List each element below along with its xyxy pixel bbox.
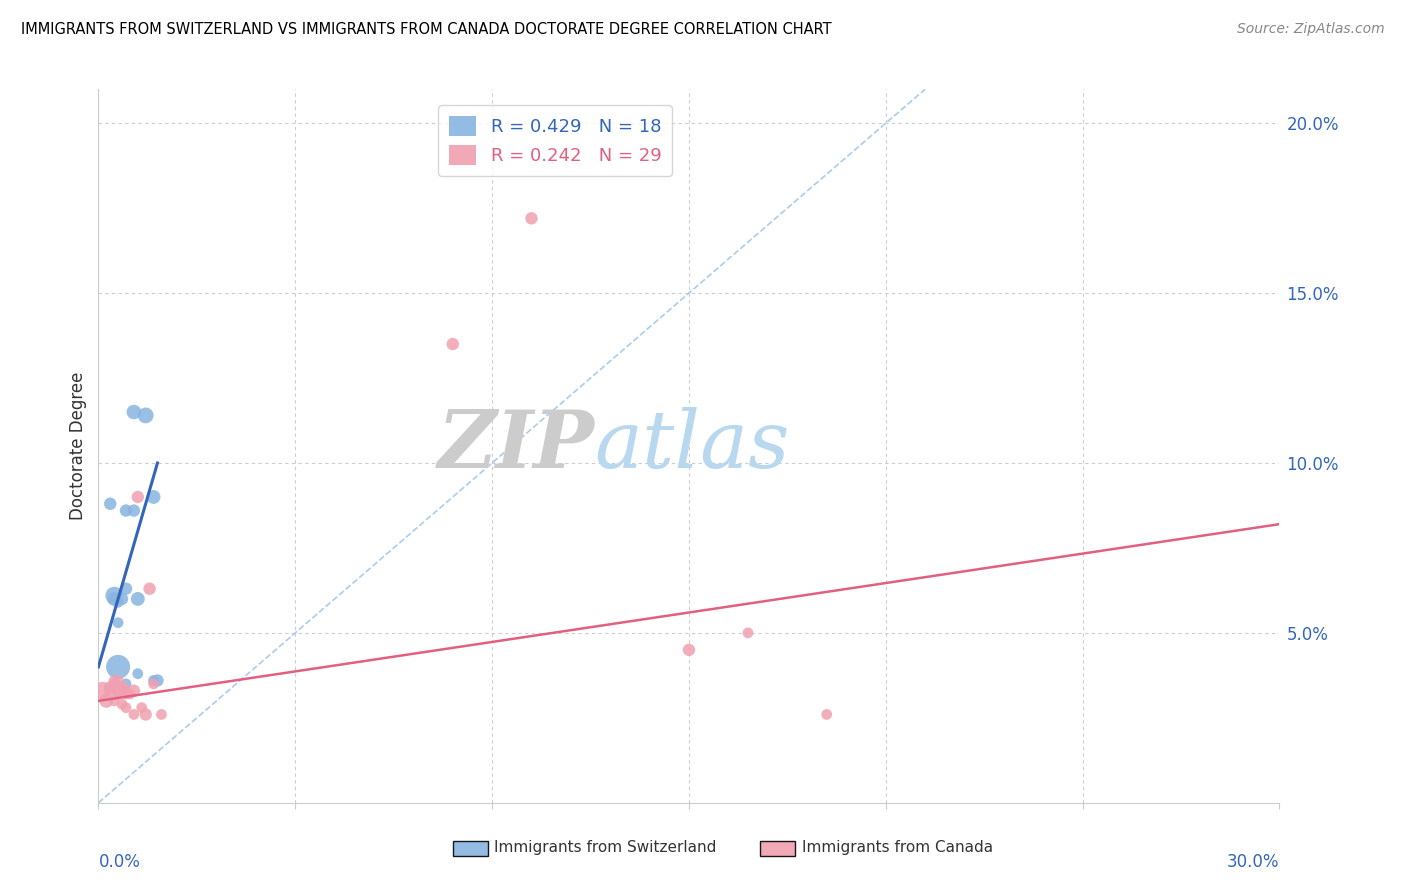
Text: Source: ZipAtlas.com: Source: ZipAtlas.com [1237,22,1385,37]
Point [98,497,121,511]
Point [107,673,129,688]
Text: 0.0%: 0.0% [98,853,141,871]
Point [107,595,129,609]
Point [107,615,129,630]
Point [98,683,121,698]
Point [150,707,173,722]
Text: 30.0%: 30.0% [1227,853,1279,871]
Point [127,666,149,681]
Legend: R = 0.429   N = 18, R = 0.242   N = 29: R = 0.429 N = 18, R = 0.242 N = 29 [439,105,672,176]
Point [441,337,464,351]
Point [107,660,129,674]
Text: ZIP: ZIP [437,408,595,484]
Point [103,694,125,708]
Point [135,707,157,722]
Y-axis label: Doctorate Degree: Doctorate Degree [69,372,87,520]
Point [678,643,700,657]
Point [115,700,138,714]
Point [103,589,125,603]
Point [815,707,838,722]
Point [138,582,160,596]
Point [146,673,169,688]
FancyBboxPatch shape [759,840,796,856]
Point [107,683,129,698]
Point [135,409,157,423]
Point [103,591,125,606]
Point [96,694,118,708]
Point [111,698,134,712]
Point [520,211,543,226]
Point [115,503,138,517]
Point [103,673,125,688]
Point [142,490,165,504]
Point [115,687,138,701]
Point [122,683,145,698]
Point [122,405,145,419]
Text: atlas: atlas [595,408,790,484]
Point [103,677,125,691]
Point [111,591,134,606]
Point [122,503,145,517]
Point [115,582,138,596]
Point [115,677,138,691]
Point [142,677,165,691]
Point [111,680,134,694]
Point [142,673,165,688]
Text: Immigrants from Canada: Immigrants from Canada [803,840,994,855]
Point [127,490,149,504]
Point [118,687,141,701]
Point [122,707,145,722]
Text: IMMIGRANTS FROM SWITZERLAND VS IMMIGRANTS FROM CANADA DOCTORATE DEGREE CORRELATI: IMMIGRANTS FROM SWITZERLAND VS IMMIGRANT… [21,22,832,37]
Point [737,626,759,640]
Point [107,687,129,701]
Point [98,680,121,694]
Point [115,683,138,698]
Point [127,591,149,606]
Point [91,683,114,698]
Text: Immigrants from Switzerland: Immigrants from Switzerland [494,840,717,855]
FancyBboxPatch shape [453,840,488,856]
Point [131,700,153,714]
